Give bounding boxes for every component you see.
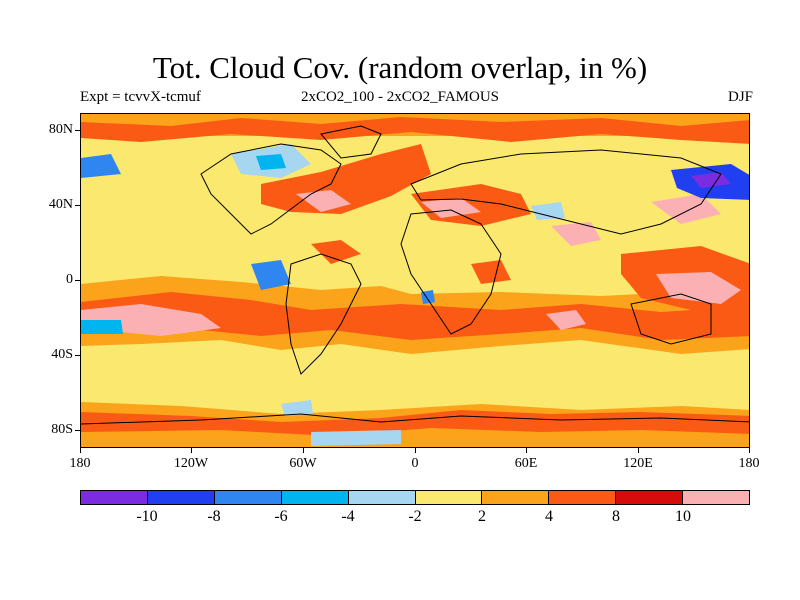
europe-pink-patch	[421, 198, 481, 218]
lat-label-80n: 80N	[48, 122, 73, 137]
lon-label-180w: 180	[69, 456, 91, 471]
lat-tick	[75, 430, 80, 431]
asia-pink-patch	[551, 222, 601, 246]
antarctic-red-band	[81, 410, 749, 436]
greenland-coastline	[320, 125, 382, 159]
lat-tick	[75, 280, 80, 281]
lon-label-60e: 60E	[514, 456, 538, 471]
colorbar-label: -8	[207, 508, 221, 525]
coastlines	[81, 125, 749, 425]
colorbar	[80, 490, 750, 505]
lon-tick	[526, 448, 527, 453]
lon-tick	[749, 448, 750, 453]
africa-red-patch	[471, 260, 511, 284]
africa-coastline	[400, 209, 502, 335]
lat-tick	[75, 355, 80, 356]
lat-label-80s: 80S	[51, 422, 73, 437]
lat-label-40s: 40S	[51, 347, 73, 362]
colorbar-label: 4	[545, 508, 553, 525]
colorbar-label: 2	[478, 508, 486, 525]
lat-label-0: 0	[66, 272, 73, 287]
colorbar-box	[549, 491, 617, 504]
colorbar-box	[348, 491, 416, 504]
colorbar-label: 8	[612, 508, 620, 525]
east-pacific-blue-patch	[251, 260, 291, 290]
colorbar-label: -4	[341, 508, 355, 525]
lon-tick	[191, 448, 192, 453]
north-america-coastline	[200, 143, 342, 235]
antarctica-coastline	[81, 413, 749, 425]
lon-label-120e: 120E	[623, 456, 653, 471]
eurasia-coastline	[410, 149, 722, 235]
lon-tick	[303, 448, 304, 453]
season-label: DJF	[727, 89, 753, 105]
south-pacific-cyan-patch	[81, 320, 123, 334]
map-plot-area	[80, 113, 750, 448]
antarctic-blue-patch	[281, 400, 313, 416]
southern-red-band	[81, 292, 749, 340]
north-pacific-violet-patch	[691, 172, 731, 188]
colorbar-box	[482, 491, 550, 504]
comparison-label: 2xCO2_100 - 2xCO2_FAMOUS	[300, 89, 500, 105]
indian-ocean-pink-patch	[546, 310, 586, 330]
arctic-red-band	[81, 117, 749, 144]
lon-label-60w: 60W	[289, 456, 317, 471]
canada-cyan-patch	[256, 154, 286, 170]
lon-label-0: 0	[411, 456, 419, 471]
colorbar-box	[683, 491, 750, 504]
north-pacific-pink-patch	[651, 194, 721, 224]
lat-tick	[75, 205, 80, 206]
lat-tick	[75, 130, 80, 131]
map-title: Tot. Cloud Cov. (random overlap, in %)	[152, 50, 648, 85]
weddell-blue-patch	[311, 430, 401, 446]
australia-coastline	[630, 293, 712, 345]
experiment-label: Expt = tcvvX-tcmuf	[80, 89, 201, 105]
lon-tick	[415, 448, 416, 453]
lon-tick	[80, 448, 81, 453]
colorbar-box	[281, 491, 349, 504]
colorbar-box	[616, 491, 684, 504]
colorbar-box	[147, 491, 215, 504]
colorbar-label: -10	[136, 508, 158, 525]
cloud-cover-field	[81, 114, 749, 447]
south-america-coastline	[285, 253, 362, 375]
lat-label-40n: 40N	[48, 197, 73, 212]
amazon-red-patch	[311, 240, 361, 264]
west-pacific-pink-patch	[656, 272, 741, 304]
bering-blue-patch	[81, 154, 121, 178]
lon-label-120w: 120W	[173, 456, 209, 471]
colorbar-box	[415, 491, 483, 504]
colorbar-label: -6	[274, 508, 288, 525]
colorbar-box	[214, 491, 282, 504]
lon-tick	[638, 448, 639, 453]
lon-label-180e: 180	[738, 456, 760, 471]
colorbar-box	[81, 491, 148, 504]
middle-east-blue-patch	[531, 202, 565, 220]
colorbar-label: 10	[675, 508, 691, 525]
colorbar-label: -2	[408, 508, 422, 525]
